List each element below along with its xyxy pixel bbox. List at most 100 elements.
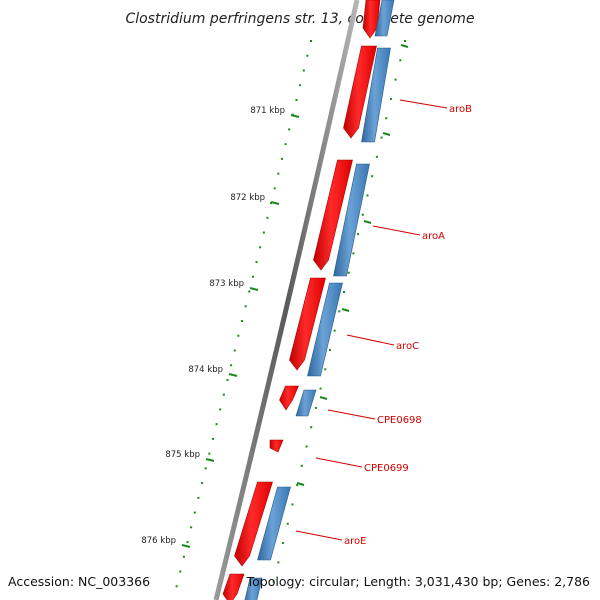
inner-tick-mark (341, 308, 350, 312)
gene-leader-line (346, 334, 395, 346)
tick-label: 875 kbp (165, 450, 200, 460)
gc-dot (288, 128, 291, 131)
gc-dot (193, 511, 196, 514)
feature-bar (307, 282, 343, 377)
tick-label: 872 kbp (230, 193, 265, 203)
gc-dot (182, 555, 185, 558)
tick-mark (205, 458, 215, 462)
feature-bar (257, 486, 291, 561)
gc-dot (273, 187, 276, 190)
inner-dot (324, 368, 327, 371)
tick-label: 874 kbp (188, 365, 223, 375)
inner-dot (300, 464, 303, 467)
feature-bar (361, 47, 391, 143)
tick-label: 871 kbp (250, 106, 285, 116)
tick-mark (228, 373, 238, 377)
gc-dot (248, 290, 251, 293)
inner-tick-mark (400, 44, 409, 48)
tick-mark (181, 544, 191, 548)
gene-leader-line (315, 457, 363, 468)
gc-dot (244, 305, 247, 308)
cds-arrow (313, 159, 353, 271)
inner-dot (328, 348, 331, 351)
inner-dot (296, 484, 299, 487)
gc-dot (190, 526, 193, 529)
gc-dot (241, 320, 243, 322)
feature-bar (295, 389, 317, 417)
gc-dot (219, 408, 222, 411)
gc-dot (255, 261, 258, 264)
inner-dot (399, 59, 402, 62)
gc-dot (201, 482, 204, 485)
gene-label-track: aroB aroA aroC CPE0698 CPE0699 aroE (295, 99, 472, 547)
gc-dot (197, 496, 200, 499)
gc-dot (277, 172, 280, 175)
gc-dot (208, 452, 211, 455)
gc-dot (211, 437, 214, 440)
gc-dot (262, 231, 265, 234)
gc-dot (175, 585, 178, 588)
tick-mark (249, 287, 259, 291)
inner-dot (371, 175, 374, 178)
gene-leader-line (399, 99, 448, 109)
gc-dot (280, 157, 283, 160)
tick-mark (290, 114, 300, 118)
gene-leader-line (372, 225, 421, 236)
inner-dot (277, 561, 280, 564)
cds-arrow (343, 45, 377, 139)
inner-dot (291, 503, 294, 506)
inner-dot (385, 117, 388, 120)
accession-text: Accession: NC_003366 (8, 574, 150, 589)
gc-dot (299, 84, 302, 87)
inner-dot (361, 213, 364, 216)
feature-bar (333, 163, 370, 277)
inner-dot (314, 406, 317, 409)
inner-tick-mark (382, 132, 391, 136)
gene-label-cpe0699: CPE0699 (364, 463, 409, 474)
gene-label-aroe: aroE (344, 536, 366, 547)
inner-tick-mark (363, 220, 372, 224)
tick-label: 873 kbp (209, 279, 244, 289)
cds-arrow (289, 277, 326, 371)
gc-dot (251, 275, 254, 278)
gc-dot (179, 570, 182, 573)
genome-summary-text: Topology: circular; Length: 3,031,430 bp… (246, 574, 590, 589)
cds-arrow (269, 439, 284, 453)
gene-label-cpe0698: CPE0698 (377, 415, 422, 426)
inner-dot (305, 445, 308, 448)
cds-arrow (362, 0, 381, 39)
inner-dot (333, 329, 336, 332)
inner-dot (272, 580, 275, 583)
gc-dot (295, 98, 298, 101)
inner-tick-mark (319, 396, 328, 400)
cds-arrow (234, 481, 273, 567)
inner-dot (375, 155, 378, 158)
feature-bar (244, 577, 263, 600)
gc-dot (233, 349, 236, 352)
inner-dot (366, 194, 369, 197)
feature-track (222, 0, 395, 600)
genome-backbone (213, 0, 360, 600)
inner-dot (389, 97, 392, 100)
inner-dot (343, 291, 346, 294)
inner-dot (338, 310, 341, 313)
gene-leader-line (295, 530, 343, 541)
gene-label-aroa: aroA (422, 231, 445, 242)
inner-dot (282, 542, 285, 545)
gc-dot (284, 143, 287, 146)
gene-leader-line (327, 409, 376, 420)
inner-dot (394, 78, 397, 81)
inner-dot (319, 387, 322, 390)
gc-dot (204, 467, 207, 470)
gc-dot (222, 393, 225, 396)
inner-dot (357, 233, 360, 236)
inner-tick-mark (296, 482, 305, 486)
inner-dot (286, 522, 289, 525)
gc-dot (230, 364, 233, 367)
gc-dot (186, 541, 189, 544)
inner-dot (404, 40, 406, 42)
inner-dot (380, 136, 383, 139)
feature-bar (374, 0, 395, 37)
gc-dot (237, 334, 240, 337)
